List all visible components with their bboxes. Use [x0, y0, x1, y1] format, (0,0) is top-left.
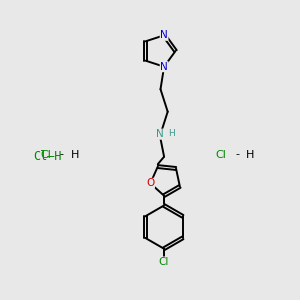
- Text: H: H: [169, 129, 175, 138]
- Text: N: N: [156, 129, 164, 139]
- Text: H: H: [246, 149, 254, 160]
- Text: N: N: [160, 62, 168, 72]
- Text: -: -: [235, 149, 239, 160]
- Text: Cl: Cl: [216, 149, 226, 160]
- Text: -: -: [59, 149, 64, 160]
- Text: Cl: Cl: [40, 149, 51, 160]
- Text: H: H: [70, 149, 79, 160]
- Text: Cl‒H: Cl‒H: [34, 149, 62, 163]
- Text: N: N: [160, 30, 168, 40]
- Text: Cl: Cl: [159, 257, 169, 267]
- Text: O: O: [146, 178, 154, 188]
